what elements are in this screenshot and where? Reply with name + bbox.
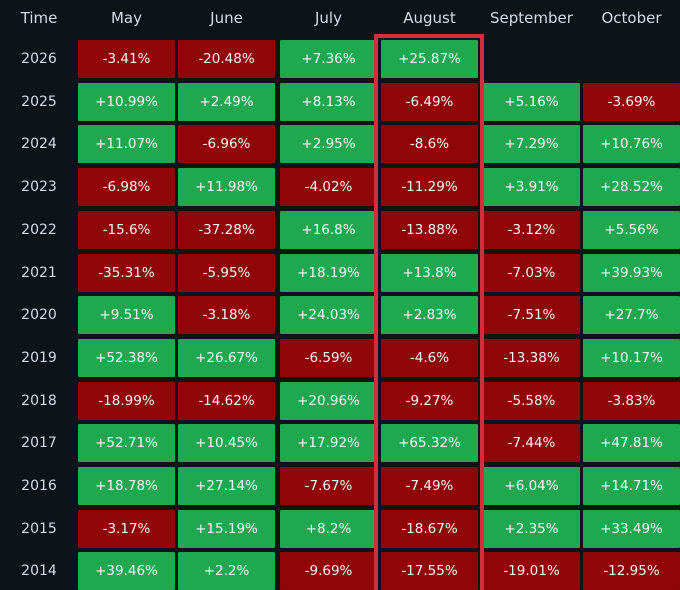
- header-september: September: [490, 9, 573, 27]
- year-label: 2018: [21, 392, 57, 409]
- return-cell: -4.02%: [280, 168, 377, 207]
- return-cell: +8.13%: [280, 82, 377, 121]
- header-october: October: [601, 9, 662, 27]
- return-cell: +2.49%: [178, 82, 275, 121]
- return-cell: -18.67%: [381, 509, 478, 548]
- return-cell: +27.14%: [178, 467, 275, 505]
- return-cell: +27.7%: [583, 296, 680, 335]
- return-cell: -11.29%: [381, 168, 478, 207]
- header-july: July: [315, 9, 342, 27]
- year-label: 2016: [21, 478, 57, 494]
- return-cell: +33.49%: [583, 509, 680, 548]
- return-cell: -9.27%: [381, 381, 478, 420]
- year-label: 2015: [21, 520, 57, 537]
- return-cell: +47.81%: [583, 424, 680, 463]
- return-cell: +39.46%: [78, 552, 175, 590]
- return-cell: +20.96%: [280, 381, 377, 420]
- return-cell: +3.91%: [483, 168, 580, 207]
- return-cell: -18.99%: [78, 381, 175, 420]
- return-cell: +6.04%: [483, 467, 580, 505]
- header-august: August: [403, 9, 456, 27]
- header-time: Time: [20, 9, 58, 27]
- return-cell: +2.95%: [280, 125, 377, 164]
- return-cell: -5.58%: [483, 381, 580, 420]
- year-label: 2022: [21, 221, 57, 238]
- return-cell: +25.87%: [381, 40, 478, 78]
- return-cell: +18.19%: [280, 253, 377, 292]
- return-cell: +10.17%: [583, 338, 680, 377]
- return-cell: -7.49%: [381, 467, 478, 505]
- return-cell: -7.44%: [483, 424, 580, 463]
- return-cell: -7.03%: [483, 253, 580, 292]
- return-cell: -9.69%: [280, 552, 377, 590]
- return-cell: -12.95%: [583, 552, 680, 590]
- return-cell: -35.31%: [78, 253, 175, 292]
- return-cell: -3.12%: [483, 210, 580, 249]
- header-june: June: [210, 9, 243, 27]
- year-label: 2024: [21, 136, 57, 153]
- return-cell: +52.71%: [78, 424, 175, 463]
- return-cell: +28.52%: [583, 168, 680, 207]
- return-cell: -6.49%: [381, 82, 478, 121]
- year-label: 2023: [21, 179, 57, 196]
- year-label: 2020: [21, 307, 57, 324]
- return-cell: -3.83%: [583, 381, 680, 420]
- year-label: 2017: [21, 435, 57, 452]
- return-cell: +8.2%: [280, 509, 377, 548]
- return-cell: -3.69%: [583, 82, 680, 121]
- year-label: 2014: [21, 563, 57, 580]
- return-cell: +15.19%: [178, 509, 275, 548]
- return-cell: +2.83%: [381, 296, 478, 335]
- return-cell: -8.6%: [381, 125, 478, 164]
- return-cell: +2.2%: [178, 552, 275, 590]
- return-cell: +52.38%: [78, 338, 175, 377]
- return-cell: -5.95%: [178, 253, 275, 292]
- return-cell: +10.99%: [78, 82, 175, 121]
- return-cell: +16.8%: [280, 210, 377, 249]
- return-cell: -7.51%: [483, 296, 580, 335]
- return-cell: +39.93%: [583, 253, 680, 292]
- year-label: 2021: [21, 264, 57, 281]
- return-cell: -6.98%: [78, 168, 175, 207]
- return-cell: -7.67%: [280, 467, 377, 505]
- return-cell: +24.03%: [280, 296, 377, 335]
- return-cell: +10.45%: [178, 424, 275, 463]
- return-cell: +11.07%: [78, 125, 175, 164]
- year-label: 2025: [21, 93, 57, 110]
- return-cell: -13.38%: [483, 338, 580, 377]
- return-cell: -3.18%: [178, 296, 275, 335]
- return-cell: -15.6%: [78, 210, 175, 249]
- return-cell: -19.01%: [483, 552, 580, 590]
- return-cell: +13.8%: [381, 253, 478, 292]
- return-cell: -37.28%: [178, 210, 275, 249]
- return-cell: -13.88%: [381, 210, 478, 249]
- return-cell: -6.96%: [178, 125, 275, 164]
- return-cell: +11.98%: [178, 168, 275, 207]
- year-label: 2026: [21, 51, 57, 67]
- year-label: 2019: [21, 349, 57, 366]
- return-cell: +26.67%: [178, 338, 275, 377]
- return-cell: +14.71%: [583, 467, 680, 505]
- return-cell: -14.62%: [178, 381, 275, 420]
- return-cell: -4.6%: [381, 338, 478, 377]
- return-cell: +9.51%: [78, 296, 175, 335]
- return-cell: -17.55%: [381, 552, 478, 590]
- return-cell: +7.29%: [483, 125, 580, 164]
- header-may: May: [110, 9, 142, 27]
- return-cell: +7.36%: [280, 40, 377, 78]
- return-cell: +18.78%: [78, 467, 175, 505]
- return-cell: +65.32%: [381, 424, 478, 463]
- return-cell: -3.41%: [78, 40, 175, 78]
- return-cell: -20.48%: [178, 40, 275, 78]
- return-cell: +5.16%: [483, 82, 580, 121]
- return-cell: +17.92%: [280, 424, 377, 463]
- return-cell: -6.59%: [280, 338, 377, 377]
- return-cell: -3.17%: [78, 509, 175, 548]
- return-cell: +10.76%: [583, 125, 680, 164]
- return-cell: +5.56%: [583, 210, 680, 249]
- return-cell: +2.35%: [483, 509, 580, 548]
